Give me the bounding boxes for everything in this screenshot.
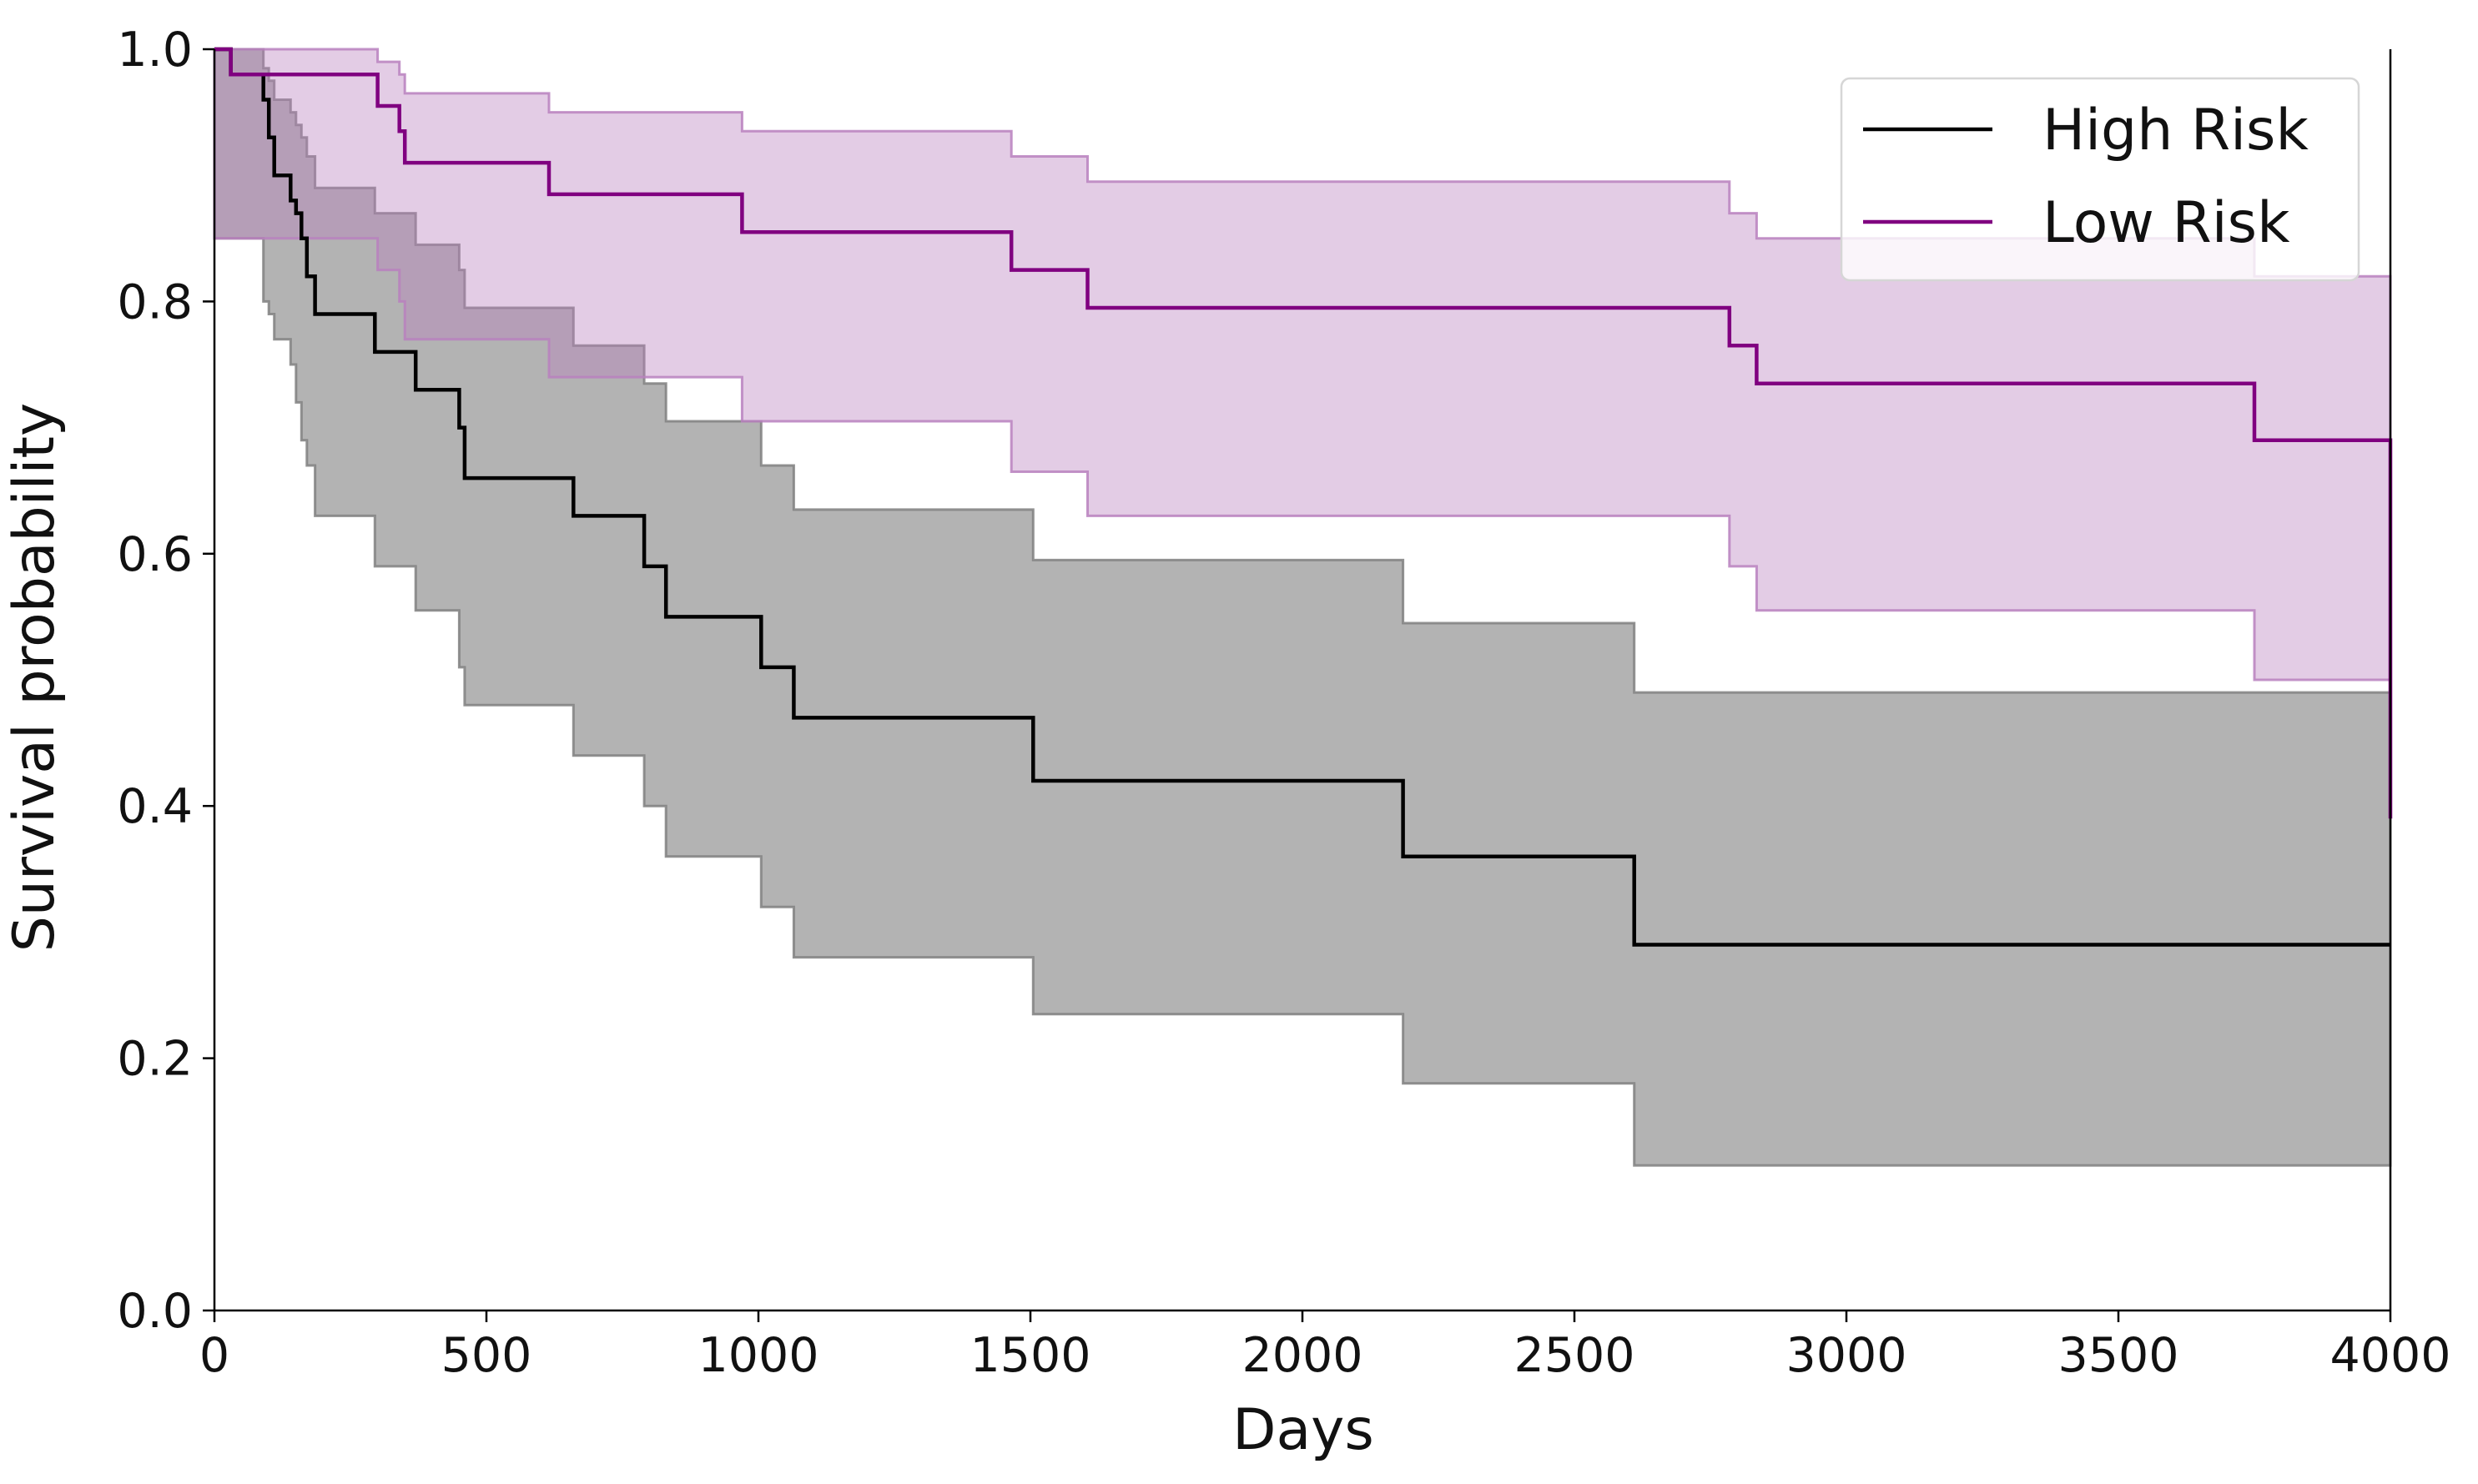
x-tick-label: 0 (199, 1328, 229, 1383)
x-tick-label: 1000 (698, 1328, 818, 1383)
legend-label-high-risk: High Risk (2042, 98, 2309, 163)
high-risk-survival-line (214, 47, 2390, 947)
y-tick-label: 0.0 (117, 1284, 193, 1339)
x-tick-label: 2500 (1513, 1328, 1634, 1383)
y-axis-ticks: 0.0 0.2 0.4 0.6 0.8 1.0 (117, 23, 214, 1339)
legend-label-low-risk: Low Risk (2042, 190, 2290, 256)
x-tick-label: 1500 (970, 1328, 1090, 1383)
y-axis-label: Survival probability (2, 403, 68, 953)
x-tick-label: 2000 (1242, 1328, 1362, 1383)
x-axis-label: Days (1232, 1397, 1374, 1463)
y-tick-label: 0.2 (117, 1032, 193, 1087)
y-tick-label: 0.8 (117, 274, 193, 329)
x-tick-label: 3000 (1785, 1328, 1906, 1383)
legend: High Risk Low Risk (1840, 77, 2360, 282)
x-tick-label: 500 (441, 1328, 532, 1383)
x-tick-label: 3500 (2057, 1328, 2178, 1383)
x-tick-label: 4000 (2329, 1328, 2450, 1383)
survival-curves (214, 47, 2393, 947)
low-risk-survival-line (214, 47, 2393, 819)
y-tick-label: 0.4 (117, 779, 193, 834)
x-axis-ticks: 0 500 1000 1500 2000 2500 3000 3500 4000 (199, 1310, 2451, 1383)
y-tick-label: 1.0 (117, 23, 193, 78)
y-tick-label: 0.6 (117, 527, 193, 582)
